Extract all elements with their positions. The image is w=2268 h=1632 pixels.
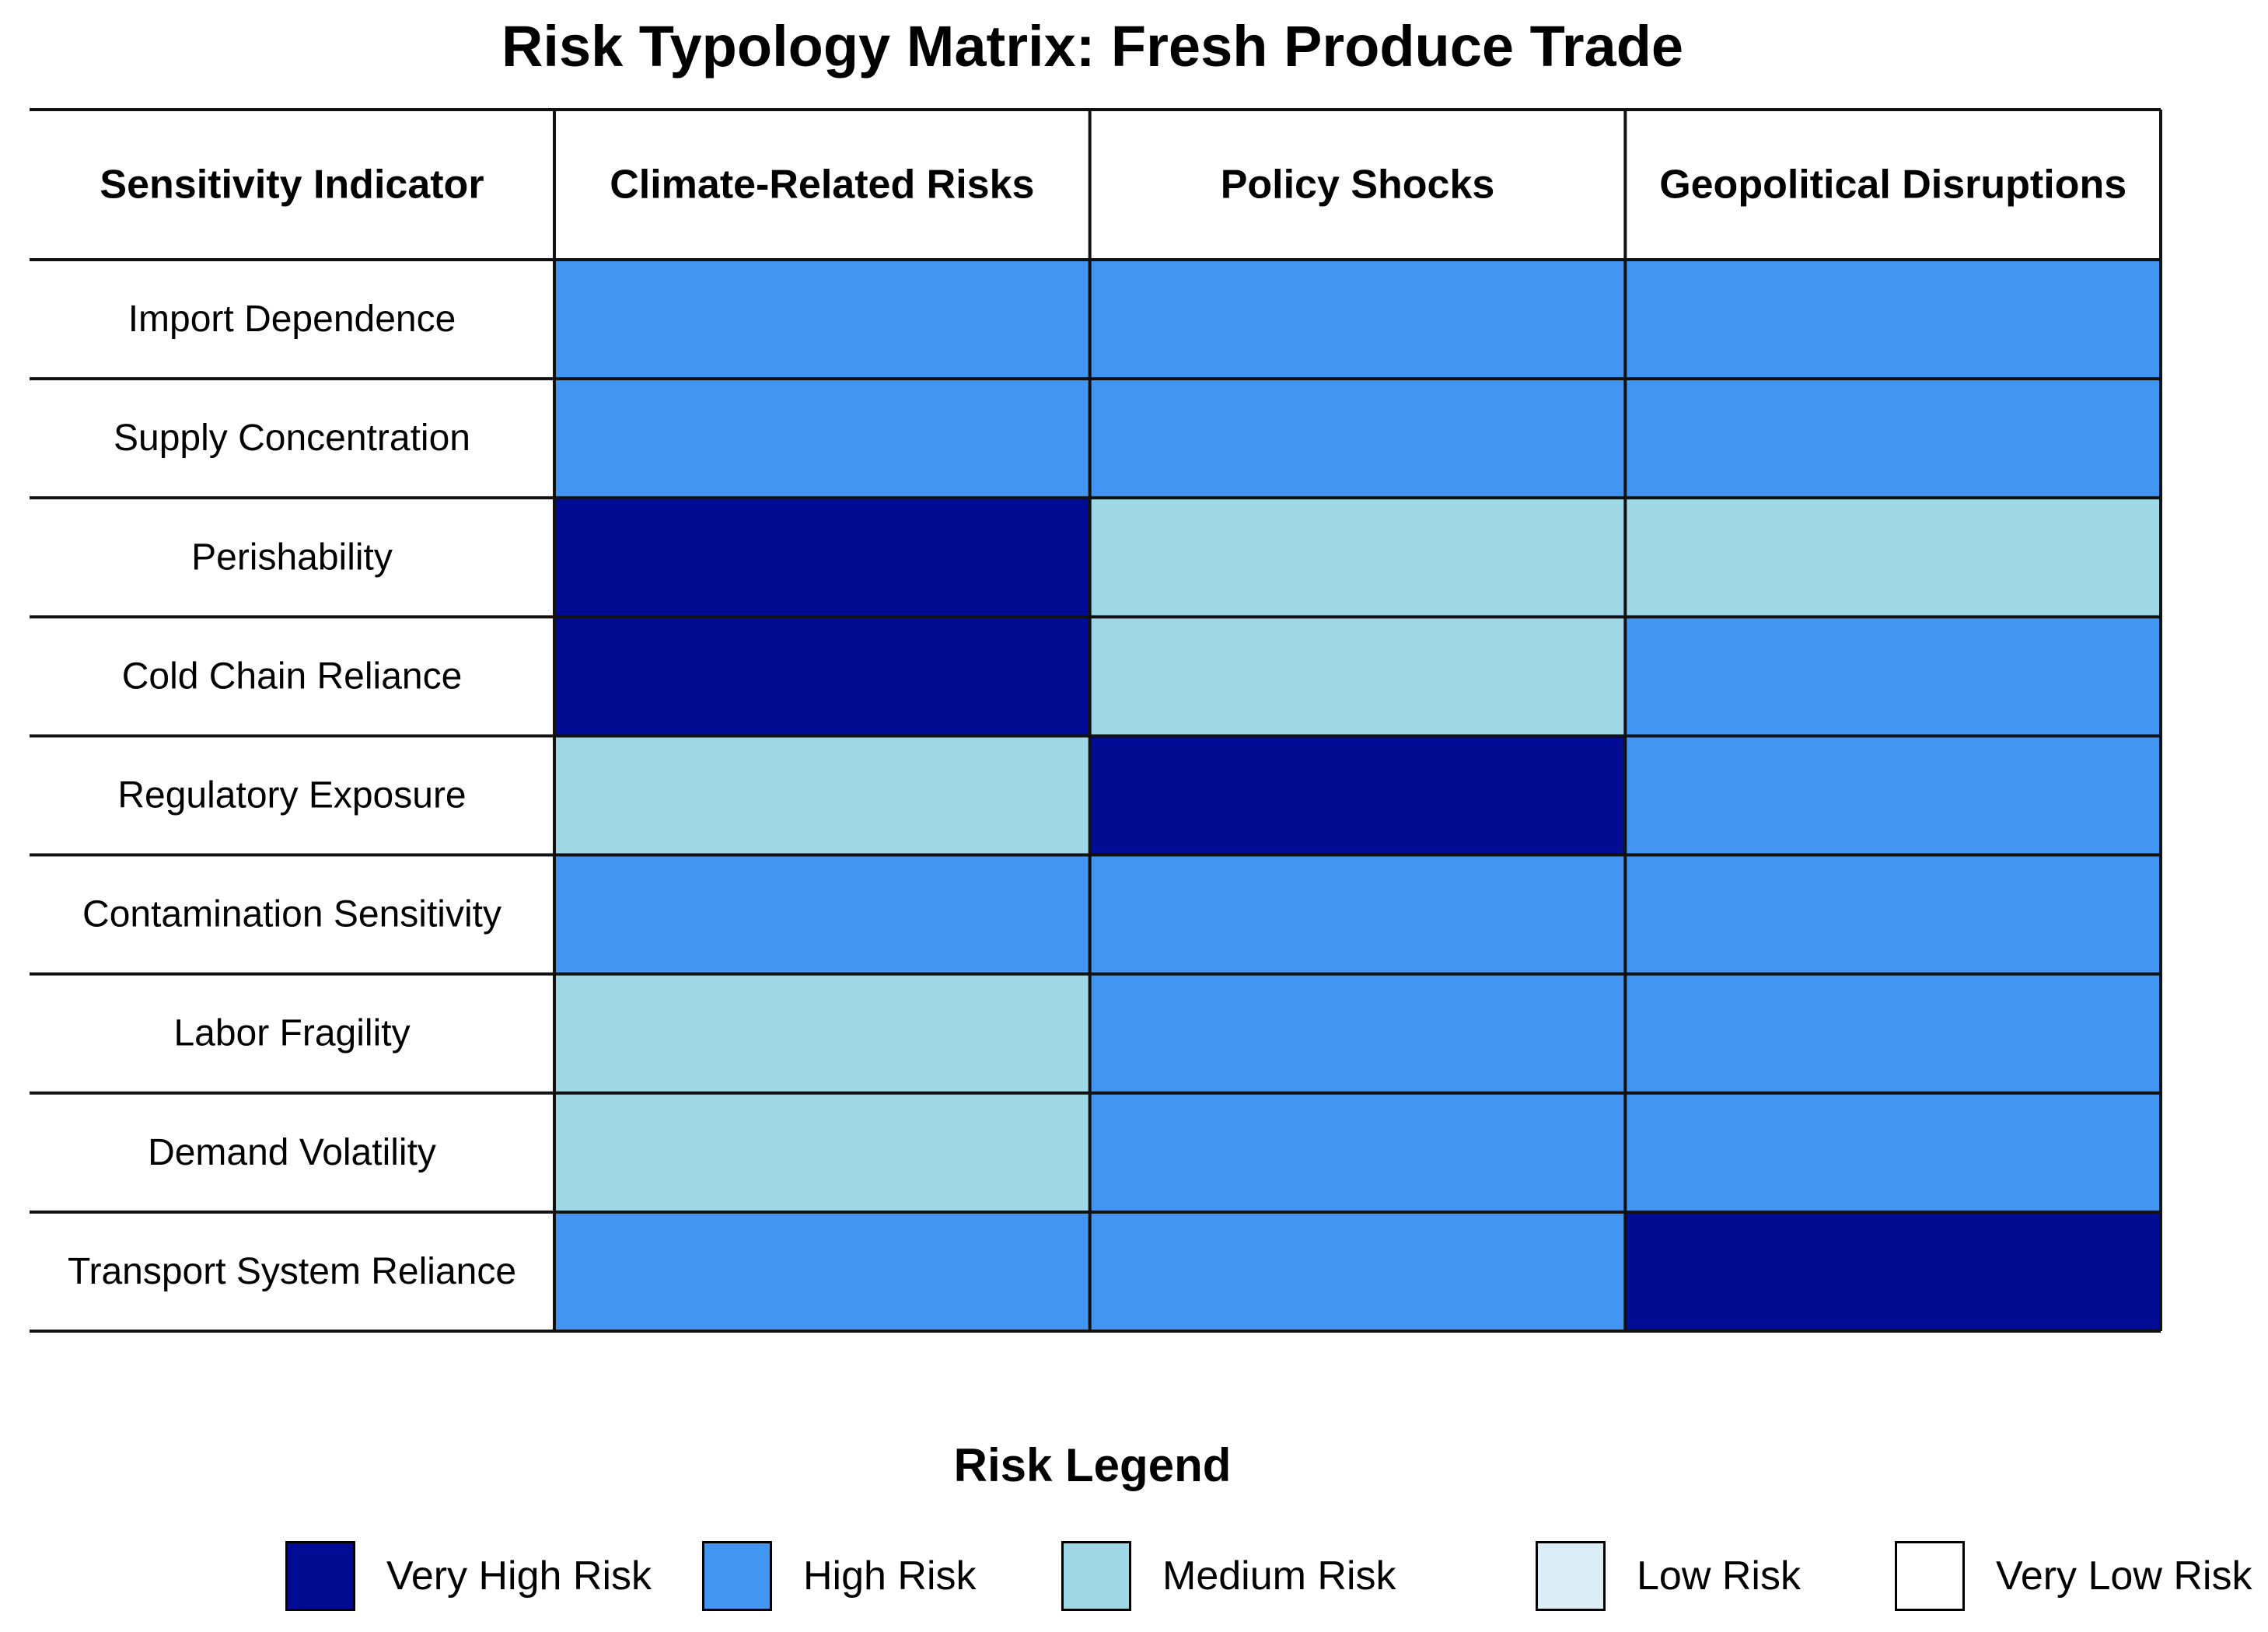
heatmap-cell [1625, 973, 2161, 1093]
heatmap-cell [1625, 379, 2161, 498]
heatmap-cell [1625, 1092, 2161, 1212]
heatmap-cell [554, 379, 1090, 498]
heatmap-cell [1625, 854, 2161, 974]
heatmap-cell [1625, 498, 2161, 617]
row-label: Transport System Reliance [68, 1251, 516, 1292]
heatmap-cell [1089, 973, 1626, 1093]
heatmap-cell [1089, 260, 1626, 379]
legend-item: Very Low Risk [1895, 1539, 2252, 1613]
legend-title: Risk Legend [953, 1439, 1232, 1491]
legend-swatch [702, 1541, 772, 1611]
chart-title: Risk Typology Matrix: Fresh Produce Trad… [501, 14, 1684, 79]
heatmap-cell [1625, 617, 2161, 736]
heatmap-cell [1089, 498, 1626, 617]
row-label: Supply Concentration [114, 418, 470, 459]
legend-swatch [285, 1541, 355, 1611]
legend-swatch [1061, 1541, 1131, 1611]
column-header: Policy Shocks [1221, 163, 1495, 208]
heatmap-cell [554, 617, 1090, 736]
legend-swatch [1895, 1541, 1965, 1611]
column-header: Geopolitical Disruptions [1659, 163, 2126, 208]
legend-label: Very Low Risk [1996, 1553, 2252, 1599]
row-label: Cold Chain Reliance [122, 655, 463, 697]
heatmap-cell [554, 854, 1090, 974]
legend-label: Medium Risk [1162, 1553, 1396, 1599]
heatmap-cell [554, 498, 1090, 617]
row-label: Regulatory Exposure [117, 775, 466, 816]
heatmap-cell [1089, 1092, 1626, 1212]
heatmap-cell [1089, 854, 1626, 974]
heatmap-cell [1089, 1211, 1626, 1331]
row-label: Demand Volatility [148, 1132, 436, 1173]
heatmap-cell [554, 1211, 1090, 1331]
heatmap-cell [554, 973, 1090, 1093]
legend-item: High Risk [702, 1539, 977, 1613]
row-label: Import Dependence [128, 299, 456, 340]
heatmap-cell [1089, 379, 1626, 498]
row-header-label: Sensitivity Indicator [100, 163, 484, 208]
column-header: Climate-Related Risks [610, 163, 1034, 208]
legend-swatch [1536, 1541, 1606, 1611]
legend-item: Medium Risk [1061, 1539, 1396, 1613]
heatmap-cell [1089, 617, 1626, 736]
heatmap-cell [1625, 1211, 2161, 1331]
heatmap-cell [554, 1092, 1090, 1212]
legend-label: High Risk [803, 1553, 977, 1599]
row-label: Perishability [191, 536, 393, 578]
legend-label: Very High Risk [386, 1553, 652, 1599]
heatmap-cell [1089, 736, 1626, 855]
legend-label: Low Risk [1637, 1553, 1801, 1599]
row-label: Labor Fragility [173, 1013, 410, 1054]
heatmap-cell [1625, 736, 2161, 855]
heatmap-cell [554, 260, 1090, 379]
heatmap-cell [554, 736, 1090, 855]
row-label: Contamination Sensitivity [82, 894, 501, 935]
legend-item: Low Risk [1536, 1539, 1801, 1613]
heatmap-cell [1625, 260, 2161, 379]
legend-item: Very High Risk [285, 1539, 652, 1613]
